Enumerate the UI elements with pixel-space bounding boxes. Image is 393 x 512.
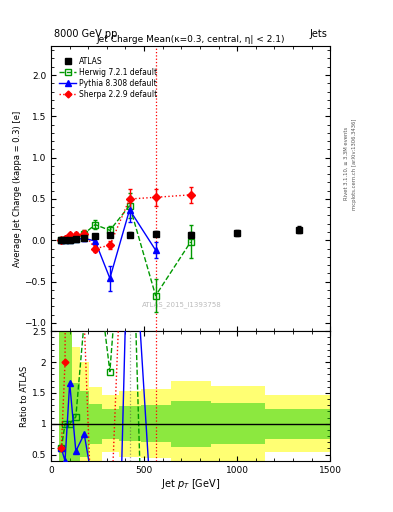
Title: Jet Charge Mean(κ=0.3, central, η| < 2.1): Jet Charge Mean(κ=0.3, central, η| < 2.1… [96, 35, 285, 44]
Text: Jets: Jets [309, 29, 327, 39]
Y-axis label: Ratio to ATLAS: Ratio to ATLAS [20, 366, 29, 426]
Text: 8000 GeV pp: 8000 GeV pp [54, 29, 117, 39]
Text: Rivet 3.1.10, ≥ 3.3M events: Rivet 3.1.10, ≥ 3.3M events [344, 127, 349, 201]
Legend: ATLAS, Herwig 7.2.1 default, Pythia 8.308 default, Sherpa 2.2.9 default: ATLAS, Herwig 7.2.1 default, Pythia 8.30… [58, 56, 159, 100]
Y-axis label: Average Jet Charge (kappa = 0.3) [e]: Average Jet Charge (kappa = 0.3) [e] [13, 111, 22, 267]
Text: mcplots.cern.ch [arXiv:1306.3436]: mcplots.cern.ch [arXiv:1306.3436] [352, 118, 357, 209]
Text: ATLAS_2015_I1393758: ATLAS_2015_I1393758 [142, 302, 222, 308]
X-axis label: Jet $p_T$ [GeV]: Jet $p_T$ [GeV] [161, 477, 220, 492]
